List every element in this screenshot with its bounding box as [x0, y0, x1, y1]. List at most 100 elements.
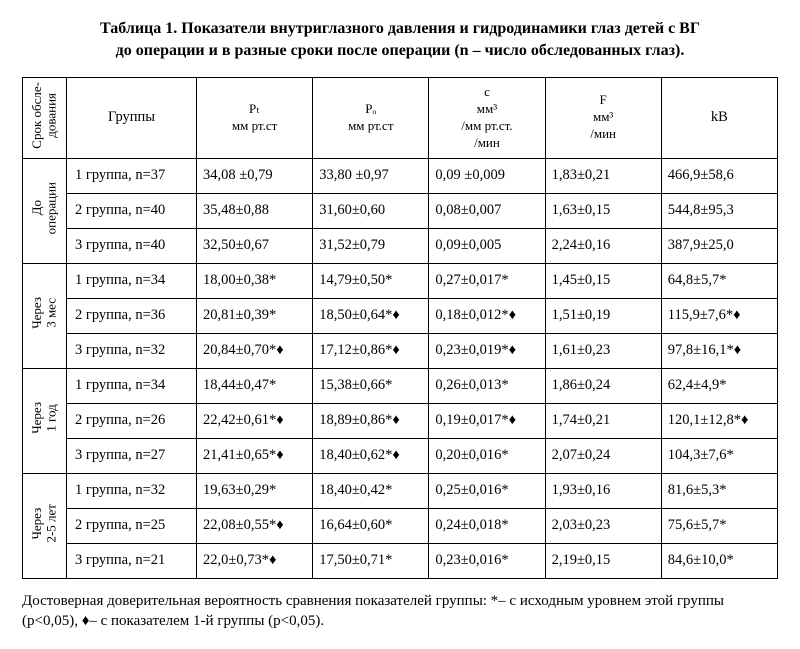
cell-kb: 62,4±4,9*: [661, 368, 777, 403]
cell-kb: 115,9±7,6*♦: [661, 298, 777, 333]
cell-po: 16,64±0,60*: [313, 508, 429, 543]
header-c: смм³/мм рт.ст./мин: [429, 77, 545, 158]
caption-line-2: до операции и в разные сроки после опера…: [116, 42, 685, 59]
cell-f: 2,24±0,16: [545, 228, 661, 263]
cell-group: 2 группа, n=26: [67, 403, 197, 438]
table-row: 3 группа, n=2122,0±0,73*♦17,50±0,71*0,23…: [23, 543, 778, 578]
table-caption: Таблица 1. Показатели внутриглазного дав…: [22, 18, 778, 63]
cell-po: 15,38±0,66*: [313, 368, 429, 403]
period-cell: Через3 мес: [23, 263, 67, 368]
cell-c: 0,19±0,017*♦: [429, 403, 545, 438]
table-row: 2 группа, n=4035,48±0,8831,60±0,600,08±0…: [23, 193, 778, 228]
cell-c: 0,24±0,018*: [429, 508, 545, 543]
cell-f: 2,03±0,23: [545, 508, 661, 543]
header-f: Fмм³/мин: [545, 77, 661, 158]
cell-f: 1,93±0,16: [545, 473, 661, 508]
cell-c: 0,08±0,007: [429, 193, 545, 228]
cell-po: 33,80 ±0,97: [313, 158, 429, 193]
table-header: Срок обсле-дования Группы Pₜмм рт.ст Pₒм…: [23, 77, 778, 158]
cell-po: 18,89±0,86*♦: [313, 403, 429, 438]
cell-po: 17,50±0,71*: [313, 543, 429, 578]
table-row: 3 группа, n=2721,41±0,65*♦18,40±0,62*♦0,…: [23, 438, 778, 473]
cell-c: 0,23±0,019*♦: [429, 333, 545, 368]
cell-group: 2 группа, n=36: [67, 298, 197, 333]
table-footnote: Достоверная доверительная вероятность ср…: [22, 591, 778, 632]
cell-po: 14,79±0,50*: [313, 263, 429, 298]
period-cell: Через1 год: [23, 368, 67, 473]
cell-c: 0,18±0,012*♦: [429, 298, 545, 333]
header-pt: Pₜмм рт.ст: [197, 77, 313, 158]
period-cell: Через2-5 лет: [23, 473, 67, 578]
cell-pt: 22,08±0,55*♦: [197, 508, 313, 543]
caption-line-1: Таблица 1. Показатели внутриглазного дав…: [100, 20, 700, 37]
table-row: Через3 мес1 группа, n=3418,00±0,38*14,79…: [23, 263, 778, 298]
cell-kb: 97,8±16,1*♦: [661, 333, 777, 368]
cell-group: 2 группа, n=25: [67, 508, 197, 543]
cell-group: 1 группа, n=34: [67, 263, 197, 298]
table-row: Дооперации1 группа, n=3734,08 ±0,7933,80…: [23, 158, 778, 193]
data-table: Срок обсле-дования Группы Pₜмм рт.ст Pₒм…: [22, 77, 778, 579]
table-row: 3 группа, n=4032,50±0,6731,52±0,790,09±0…: [23, 228, 778, 263]
cell-f: 1,74±0,21: [545, 403, 661, 438]
header-group: Группы: [67, 77, 197, 158]
cell-c: 0,09±0,005: [429, 228, 545, 263]
header-po: Pₒмм рт.ст: [313, 77, 429, 158]
cell-group: 2 группа, n=40: [67, 193, 197, 228]
cell-pt: 20,81±0,39*: [197, 298, 313, 333]
cell-po: 18,40±0,62*♦: [313, 438, 429, 473]
cell-group: 3 группа, n=27: [67, 438, 197, 473]
cell-kb: 104,3±7,6*: [661, 438, 777, 473]
cell-f: 1,83±0,21: [545, 158, 661, 193]
period-cell: Дооперации: [23, 158, 67, 263]
cell-c: 0,25±0,016*: [429, 473, 545, 508]
table-row: 2 группа, n=3620,81±0,39*18,50±0,64*♦0,1…: [23, 298, 778, 333]
cell-po: 18,50±0,64*♦: [313, 298, 429, 333]
cell-f: 2,19±0,15: [545, 543, 661, 578]
cell-c: 0,27±0,017*: [429, 263, 545, 298]
cell-pt: 20,84±0,70*♦: [197, 333, 313, 368]
cell-pt: 19,63±0,29*: [197, 473, 313, 508]
cell-kb: 544,8±95,3: [661, 193, 777, 228]
cell-pt: 22,0±0,73*♦: [197, 543, 313, 578]
cell-group: 3 группа, n=40: [67, 228, 197, 263]
cell-kb: 466,9±58,6: [661, 158, 777, 193]
table-row: 2 группа, n=2522,08±0,55*♦16,64±0,60*0,2…: [23, 508, 778, 543]
cell-group: 1 группа, n=34: [67, 368, 197, 403]
cell-kb: 84,6±10,0*: [661, 543, 777, 578]
cell-pt: 34,08 ±0,79: [197, 158, 313, 193]
cell-po: 31,52±0,79: [313, 228, 429, 263]
cell-c: 0,23±0,016*: [429, 543, 545, 578]
cell-pt: 32,50±0,67: [197, 228, 313, 263]
cell-f: 1,61±0,23: [545, 333, 661, 368]
cell-group: 1 группа, n=37: [67, 158, 197, 193]
cell-group: 3 группа, n=21: [67, 543, 197, 578]
table-body: Дооперации1 группа, n=3734,08 ±0,7933,80…: [23, 158, 778, 578]
table-row: Через1 год1 группа, n=3418,44±0,47*15,38…: [23, 368, 778, 403]
cell-f: 1,86±0,24: [545, 368, 661, 403]
cell-pt: 35,48±0,88: [197, 193, 313, 228]
header-period: Срок обсле-дования: [23, 77, 67, 158]
cell-f: 1,63±0,15: [545, 193, 661, 228]
cell-group: 3 группа, n=32: [67, 333, 197, 368]
header-kb: kB: [661, 77, 777, 158]
table-row: 2 группа, n=2622,42±0,61*♦18,89±0,86*♦0,…: [23, 403, 778, 438]
cell-po: 17,12±0,86*♦: [313, 333, 429, 368]
cell-po: 18,40±0,42*: [313, 473, 429, 508]
cell-f: 2,07±0,24: [545, 438, 661, 473]
cell-pt: 21,41±0,65*♦: [197, 438, 313, 473]
cell-f: 1,51±0,19: [545, 298, 661, 333]
cell-po: 31,60±0,60: [313, 193, 429, 228]
cell-kb: 75,6±5,7*: [661, 508, 777, 543]
cell-c: 0,20±0,016*: [429, 438, 545, 473]
cell-kb: 120,1±12,8*♦: [661, 403, 777, 438]
cell-kb: 64,8±5,7*: [661, 263, 777, 298]
table-row: Через2-5 лет1 группа, n=3219,63±0,29*18,…: [23, 473, 778, 508]
cell-group: 1 группа, n=32: [67, 473, 197, 508]
cell-pt: 18,00±0,38*: [197, 263, 313, 298]
table-row: 3 группа, n=3220,84±0,70*♦17,12±0,86*♦0,…: [23, 333, 778, 368]
cell-c: 0,09 ±0,009: [429, 158, 545, 193]
cell-kb: 81,6±5,3*: [661, 473, 777, 508]
cell-pt: 22,42±0,61*♦: [197, 403, 313, 438]
cell-pt: 18,44±0,47*: [197, 368, 313, 403]
cell-f: 1,45±0,15: [545, 263, 661, 298]
